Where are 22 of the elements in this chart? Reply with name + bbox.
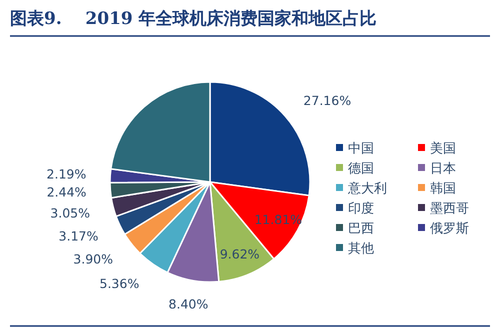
data-label: 3.90% xyxy=(73,252,114,267)
legend-label: 中国 xyxy=(348,142,374,157)
legend-label: 意大利 xyxy=(347,182,387,197)
legend-label: 其他 xyxy=(348,242,374,257)
data-label: 3.05% xyxy=(50,206,90,221)
data-label: 2.44% xyxy=(46,184,87,200)
legend-label: 印度 xyxy=(348,200,374,217)
data-label: 8.40% xyxy=(168,296,208,312)
data-label: 2.19% xyxy=(46,166,86,182)
data-label: 5.36% xyxy=(99,276,140,292)
legend-label: 日本 xyxy=(430,162,456,177)
data-label: 27.16% xyxy=(303,92,352,108)
legend-label: 美国 xyxy=(430,140,456,157)
legend-label: 巴西 xyxy=(348,222,374,237)
legend-label: 德国 xyxy=(348,162,374,177)
data-label: 11.81% xyxy=(254,212,302,228)
legend-label: 韩国 xyxy=(430,182,456,197)
data-label: 3.17% xyxy=(58,228,98,244)
chart-title: 图表9. 2019 年全球机床消费国家和地区占比 xyxy=(10,9,377,29)
legend-label: 墨西哥 xyxy=(430,202,469,217)
data-label: 9.62% xyxy=(220,246,260,262)
legend-label: 俄罗斯 xyxy=(430,222,469,237)
